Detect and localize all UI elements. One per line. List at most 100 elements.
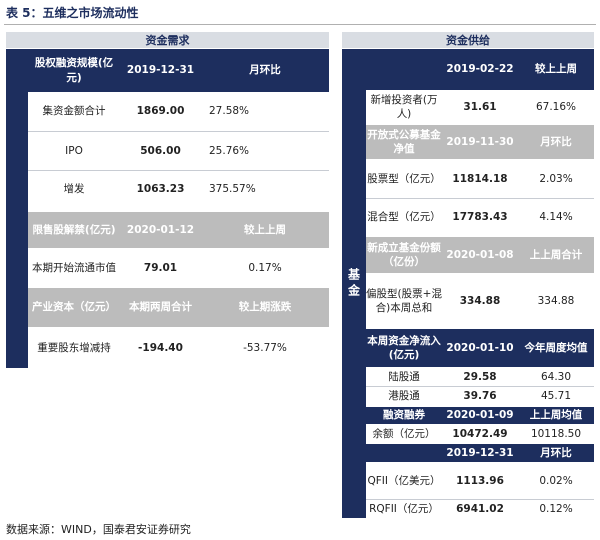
row-label: 重要股东增减持 <box>37 341 111 354</box>
table-row: 港股通 39.76 45.71 <box>366 387 594 405</box>
row-change: 10118.50 <box>530 427 582 440</box>
table-caption: 表 5：五维之市场流动性 <box>6 6 139 20</box>
row-value: -194.40 <box>138 341 183 354</box>
new-investors-date: 2019-02-22 <box>442 49 518 90</box>
industrial-capital-header: 产业资本（亿元） 本期两周合计 较上期涨跌 <box>28 288 329 327</box>
qfii-date: 2019-12-31 <box>442 444 518 462</box>
net-inflow-label: 本周资金净流入(亿元) <box>366 329 442 367</box>
new-investors-blank <box>366 49 442 90</box>
row-value: 39.76 <box>463 389 497 402</box>
row-value: 11814.18 <box>452 172 508 185</box>
row-label: 集资金额合计 <box>42 105 106 118</box>
margin-date: 2020-01-09 <box>442 407 518 424</box>
net-inflow-change-label: 今年周度均值 <box>518 329 594 367</box>
table-row: 余额（亿元） 10472.49 10118.50 <box>366 425 594 443</box>
new-funds-date: 2020-01-08 <box>442 237 518 273</box>
demand-side-bar <box>6 49 28 368</box>
row-value: 1113.96 <box>456 474 504 487</box>
row-value: 1063.23 <box>136 183 185 196</box>
margin-header: 融资融券 2020-01-09 上上周均值 <box>366 407 594 424</box>
row-label: 增发 <box>63 183 85 196</box>
table-row: 新增投资者(万人) 31.61 67.16% <box>366 90 594 124</box>
row-value: 17783.43 <box>452 211 508 224</box>
row-change: 0.17% <box>248 261 282 274</box>
industrial-capital-period: 本期两周合计 <box>120 288 201 327</box>
row-change: 45.71 <box>540 389 572 402</box>
caption-divider <box>4 24 596 25</box>
industrial-capital-change-label: 较上期涨跌 <box>201 288 329 327</box>
net-inflow-date: 2020-01-10 <box>442 329 518 367</box>
table-row: 本期开始流通市值 79.01 0.17% <box>28 249 329 287</box>
row-change: 25.76% <box>209 144 250 157</box>
table-row: 股票型（亿元） 11814.18 2.03% <box>366 160 594 199</box>
new-investors-header: 2019-02-22 较上上周 <box>366 49 594 90</box>
supply-panel: 资金供给 基金 2019-02-22 较上上周 新增投资者(万人) 31.61 … <box>342 32 594 518</box>
table-row: 集资金额合计 1869.00 27.58% <box>28 92 329 132</box>
lockup-date: 2020-01-12 <box>120 212 201 248</box>
row-label: 偏股型(股票+混合)本周总和 <box>366 287 442 314</box>
margin-change-label: 上上周均值 <box>518 407 594 424</box>
demand-panel: 资金需求 股权融资规模(亿元) 2019-12-31 月环比 集资金额合计 18… <box>6 32 329 368</box>
table-row: QFII（亿美元） 1113.96 0.02% <box>366 463 594 500</box>
row-change: 67.16% <box>535 100 577 113</box>
row-value: 6941.02 <box>456 502 504 515</box>
industrial-capital-label: 产业资本（亿元） <box>28 288 120 327</box>
demand-section-header: 资金需求 <box>6 32 329 49</box>
lockup-header: 限售股解禁(亿元) 2020-01-12 较上上周 <box>28 212 329 248</box>
row-value: 1869.00 <box>136 105 185 118</box>
row-change: 0.12% <box>539 502 573 515</box>
qfii-header: 2019-12-31 月环比 <box>366 444 594 462</box>
lockup-label: 限售股解禁(亿元) <box>28 212 120 248</box>
equity-financing-change-label: 月环比 <box>201 49 329 92</box>
open-end-fund-date: 2019-11-30 <box>442 125 518 159</box>
table-row: 陆股通 29.58 64.30 <box>366 368 594 387</box>
qfii-label <box>366 444 442 462</box>
table-row: 重要股东增减持 -194.40 -53.77% <box>28 328 329 368</box>
supply-side-bar: 基金 <box>342 49 366 518</box>
new-investors-change-label: 较上上周 <box>518 49 594 90</box>
open-end-fund-label: 开放式公募基金净值 <box>366 125 442 159</box>
fund-side-label: 基金 <box>346 267 361 300</box>
equity-financing-header: 股权融资规模(亿元) 2019-12-31 月环比 <box>28 49 329 92</box>
row-label: RQFII（亿元） <box>369 502 439 515</box>
table-row: IPO 506.00 25.76% <box>28 132 329 171</box>
supply-section-header: 资金供给 <box>342 32 594 49</box>
qfii-change-label: 月环比 <box>518 444 594 462</box>
row-change: 375.57% <box>209 183 256 196</box>
row-label: 股票型（亿元） <box>367 172 441 185</box>
table-row: RQFII（亿元） 6941.02 0.12% <box>366 500 594 518</box>
new-funds-label: 新成立基金份额（亿份） <box>366 237 442 273</box>
lockup-change-label: 较上上周 <box>201 212 329 248</box>
row-label: 本期开始流通市值 <box>32 261 116 274</box>
row-value: 79.01 <box>143 261 178 274</box>
row-value: 29.58 <box>463 370 497 383</box>
row-value: 10472.49 <box>452 427 508 440</box>
row-label: 余额（亿元） <box>372 427 436 440</box>
row-label: 混合型（亿元） <box>367 211 441 224</box>
row-change: 334.88 <box>537 294 575 307</box>
table-row: 混合型（亿元） 17783.43 4.14% <box>366 199 594 236</box>
margin-label: 融资融券 <box>366 407 442 424</box>
row-change: 27.58% <box>209 105 250 118</box>
row-change: 2.03% <box>539 172 573 185</box>
equity-financing-date: 2019-12-31 <box>120 49 201 92</box>
data-source-note: 数据来源：WIND，国泰君安证券研究 <box>6 523 191 536</box>
open-end-fund-change-label: 月环比 <box>518 125 594 159</box>
row-value: 506.00 <box>140 144 181 157</box>
row-label: 陆股通 <box>388 370 420 383</box>
net-inflow-header: 本周资金净流入(亿元) 2020-01-10 今年周度均值 <box>366 329 594 367</box>
row-label: IPO <box>65 144 83 157</box>
row-label: 新增投资者(万人) <box>370 93 438 120</box>
table-row: 偏股型(股票+混合)本周总和 334.88 334.88 <box>366 274 594 328</box>
row-label: 港股通 <box>388 389 420 402</box>
new-funds-header: 新成立基金份额（亿份） 2020-01-08 上上周合计 <box>366 237 594 273</box>
open-end-fund-header: 开放式公募基金净值 2019-11-30 月环比 <box>366 125 594 159</box>
row-value: 31.61 <box>463 100 497 113</box>
equity-financing-label: 股权融资规模(亿元) <box>28 49 120 92</box>
row-change: 4.14% <box>539 211 573 224</box>
table-row: 增发 1063.23 375.57% <box>28 171 329 208</box>
row-value: 334.88 <box>459 294 501 307</box>
row-change: -53.77% <box>243 341 287 354</box>
new-funds-change-label: 上上周合计 <box>518 237 594 273</box>
row-change: 0.02% <box>539 474 573 487</box>
